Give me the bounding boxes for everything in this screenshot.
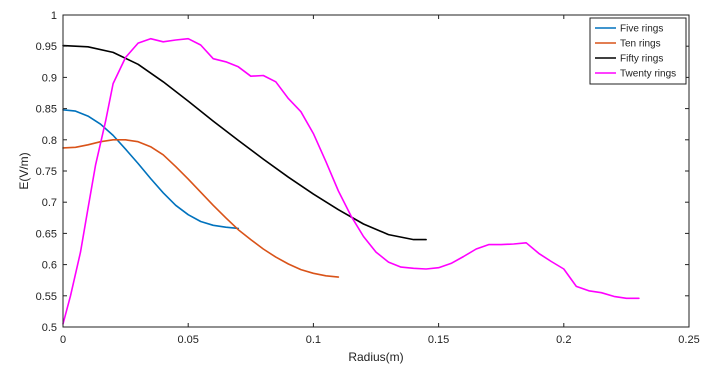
y-tick-label: 0.85 — [36, 104, 57, 116]
y-tick-label: 0.8 — [42, 135, 57, 147]
x-tick-label: 0.05 — [177, 334, 198, 346]
x-tick-label: 0.1 — [306, 334, 321, 346]
legend-label-1: Ten rings — [620, 39, 661, 50]
y-tick-label: 0.75 — [36, 166, 57, 178]
x-axis-label: Radius(m) — [348, 350, 403, 364]
y-tick-label: 0.9 — [42, 72, 57, 84]
y-tick-label: 0.65 — [36, 228, 57, 240]
y-axis-label: E(V/m) — [17, 152, 31, 189]
series-layer — [62, 37, 640, 325]
y-tick-label: 0.6 — [42, 260, 57, 272]
plot-area — [63, 15, 689, 327]
x-tick-label: 0.25 — [678, 334, 699, 346]
y-tick-label: 0.7 — [42, 197, 57, 209]
plot-background — [63, 15, 689, 327]
y-tick-label: 0.55 — [36, 291, 57, 303]
ticks: 0 0.05 0.1 0.15 0.2 0.25 0.5 0.55 0.6 0.65 0.7 0.75… — [36, 10, 700, 346]
y-tick-label: 1 — [51, 10, 57, 22]
series-line-1 — [62, 139, 340, 278]
legend-label-3: Twenty rings — [620, 69, 676, 80]
series-line-0 — [62, 109, 240, 230]
y-tick-label: 0.5 — [42, 322, 57, 334]
x-tick-label: 0.15 — [428, 334, 449, 346]
legend-label-0: Five rings — [620, 24, 663, 35]
legend: Five rings Ten rings Fifty rings Twenty rin… — [589, 17, 687, 85]
legend-label-2: Fifty rings — [620, 54, 663, 65]
x-tick-label: 0.2 — [556, 334, 571, 346]
series-line-3 — [62, 37, 640, 325]
y-tick-label: 0.95 — [36, 41, 57, 53]
x-tick-label: 0 — [60, 334, 66, 346]
